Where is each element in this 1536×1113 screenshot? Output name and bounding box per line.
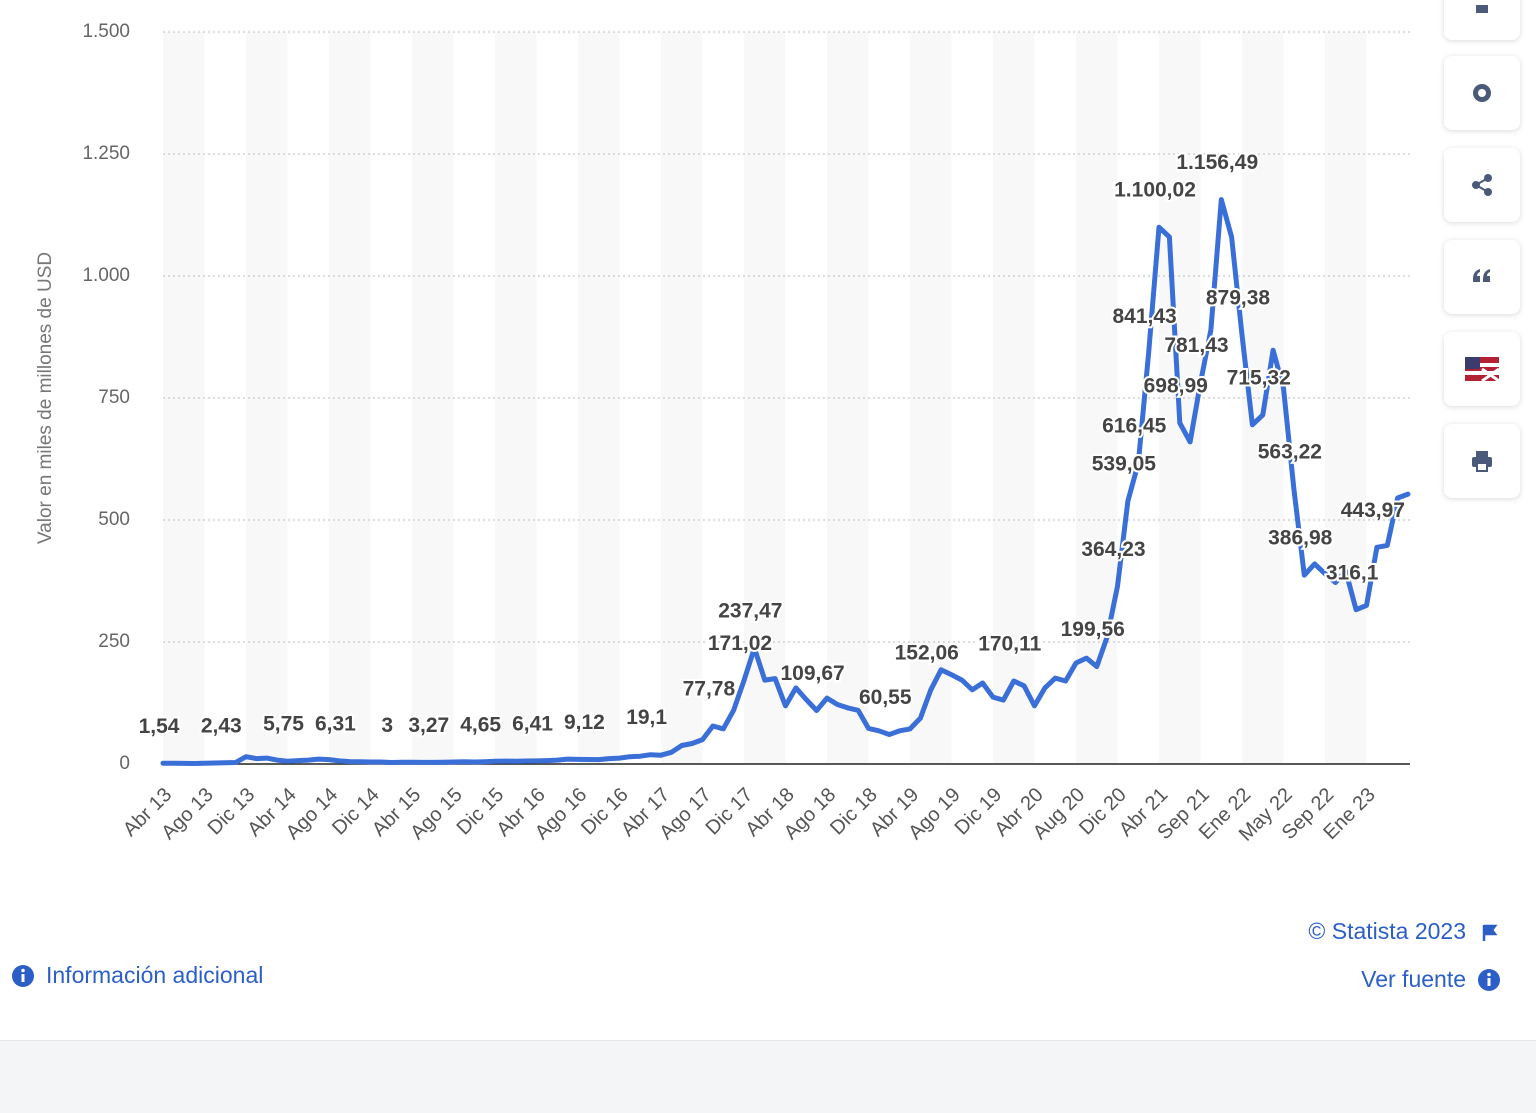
data-label: 539,05 (1092, 452, 1157, 475)
settings-button[interactable] (1444, 56, 1520, 130)
data-label: 841,43 (1113, 305, 1177, 328)
y-tick-label: 1.500 (82, 21, 130, 42)
data-label: 152,06 (895, 641, 959, 664)
y-tick-label: 1.250 (82, 143, 130, 164)
data-label: 6,31 (315, 712, 356, 735)
source-link[interactable]: Ver fuente (1361, 966, 1466, 992)
chart: Valor en miles de millones de USD 0 250 50… (35, 21, 1411, 846)
data-label: 109,67 (781, 662, 845, 685)
data-label: 19,1 (626, 706, 667, 729)
y-tick-label: 250 (98, 631, 130, 652)
data-label: 698,99 (1144, 374, 1208, 397)
data-label: 879,38 (1206, 286, 1271, 309)
data-label: 170,11 (978, 633, 1041, 656)
data-label: 364,23 (1081, 538, 1145, 561)
stripe (1325, 32, 1367, 764)
info-icon[interactable] (11, 964, 35, 988)
data-label: 171,02 (708, 632, 772, 655)
stripe (1076, 32, 1118, 764)
data-label: 316,1 (1326, 561, 1379, 584)
data-label: 237,47 (718, 600, 782, 623)
data-label: 9,12 (564, 711, 605, 734)
data-label: 6,41 (512, 712, 553, 735)
data-label: 1.156,49 (1176, 151, 1258, 174)
data-label: 616,45 (1102, 415, 1167, 438)
data-label: 2,43 (201, 714, 242, 737)
data-label: 443,97 (1341, 499, 1405, 522)
stripe (661, 32, 703, 764)
y-tick-label: 1.000 (82, 265, 130, 286)
flag-icon[interactable] (1482, 924, 1498, 942)
data-label: 386,98 (1268, 527, 1333, 550)
data-label: 563,22 (1258, 441, 1322, 464)
data-label: 3,27 (408, 714, 449, 737)
y-axis-label: Valor en miles de millones de USD (35, 252, 56, 544)
language-button[interactable] (1444, 332, 1520, 406)
data-label: 60,55 (859, 686, 912, 709)
y-tick-label: 500 (98, 509, 130, 530)
data-label: 715,32 (1227, 366, 1291, 389)
stripe (495, 32, 537, 764)
cite-button[interactable] (1444, 240, 1520, 314)
share-button[interactable] (1444, 148, 1520, 222)
footer-band (0, 1040, 1536, 1113)
data-label: 5,75 (263, 713, 304, 736)
data-label: 4,65 (460, 713, 501, 736)
data-label: 3 (381, 714, 393, 737)
data-label: 77,78 (683, 678, 736, 701)
data-label: 1.100,02 (1114, 179, 1196, 202)
y-tick-label: 0 (119, 753, 130, 774)
data-label: 199,56 (1061, 618, 1125, 641)
print-button[interactable] (1444, 424, 1520, 498)
data-label: 1,54 (139, 715, 180, 738)
copyright[interactable]: © Statista 2023 (1308, 918, 1466, 944)
y-tick-label: 750 (98, 387, 130, 408)
stripe (246, 32, 288, 764)
more-info-link[interactable]: Información adicional (46, 962, 264, 988)
info-icon[interactable] (1477, 968, 1501, 992)
notification-button[interactable] (1444, 0, 1520, 40)
line-series (160, 197, 1411, 766)
data-label: 781,43 (1164, 334, 1228, 357)
